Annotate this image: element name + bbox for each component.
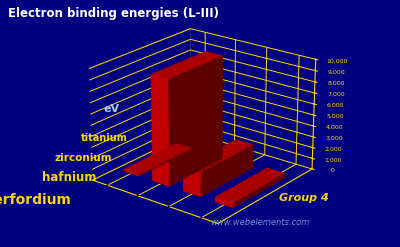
Text: titanium: titanium: [81, 133, 128, 143]
Text: hafnium: hafnium: [42, 171, 96, 184]
Text: Group 4: Group 4: [279, 193, 329, 203]
Text: rutherfordium: rutherfordium: [0, 193, 72, 207]
Text: www.webelements.com: www.webelements.com: [210, 218, 310, 227]
Text: zirconium: zirconium: [54, 153, 112, 163]
Text: eV: eV: [104, 104, 120, 114]
Text: Electron binding energies (L-III): Electron binding energies (L-III): [8, 7, 219, 21]
